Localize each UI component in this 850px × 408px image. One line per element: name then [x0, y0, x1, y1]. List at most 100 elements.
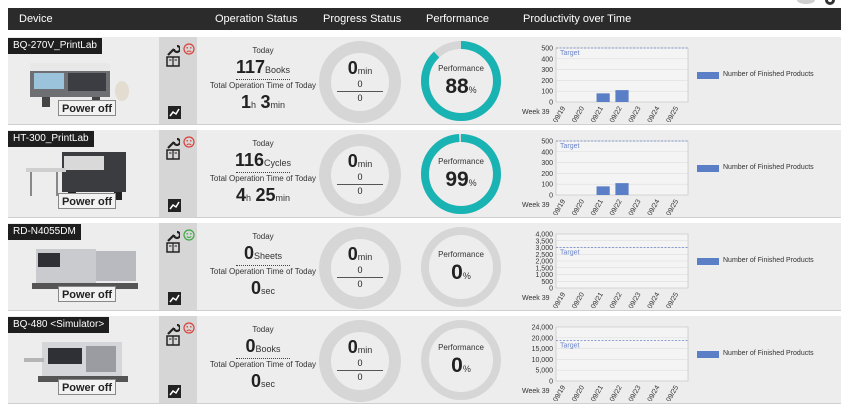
today-label: Today — [252, 46, 274, 55]
x-tick-label: 09/19 — [552, 105, 567, 122]
power-off-button[interactable]: Power off — [58, 379, 116, 395]
x-tick-label: 09/19 — [552, 291, 567, 308]
bar — [615, 183, 629, 195]
book-icon[interactable] — [166, 56, 180, 67]
x-tick-label: 09/21 — [590, 291, 605, 308]
x-tick-label: 09/25 — [665, 105, 680, 122]
total-operation-label: Total Operation Time of Today — [209, 81, 317, 90]
performance-unit: % — [462, 364, 471, 374]
performance-value: 99% — [416, 168, 506, 192]
trend-chart-icon[interactable] — [168, 385, 181, 398]
trend-chart-icon[interactable] — [168, 106, 181, 119]
x-tick-label: 09/25 — [665, 291, 680, 308]
y-tick-label: 5,000 — [535, 368, 553, 375]
total-operation-label: Total Operation Time of Today — [209, 360, 317, 369]
y-tick-label: 0 — [549, 379, 553, 386]
book-icon[interactable] — [166, 335, 180, 346]
performance-value: 88% — [416, 75, 506, 99]
progress-unit: min — [357, 159, 373, 169]
bar — [596, 186, 610, 195]
today-count: 116Cycles — [198, 150, 328, 171]
count-unit: Sheets — [253, 251, 283, 261]
happy-face-icon — [183, 229, 195, 241]
device-row: BQ-270V_PrintLab Power off Today 117Book… — [8, 37, 841, 125]
performance-value: 0% — [416, 354, 506, 378]
productivity-chart: 500 400 300 200 100 0 Target 09/19 09/20 09/21 09/… — [522, 46, 689, 122]
progress-value: 0min — [318, 244, 402, 265]
power-off-button[interactable]: Power off — [58, 100, 116, 116]
sad-face-icon — [183, 43, 195, 55]
x-tick-label: 09/24 — [647, 384, 662, 401]
wrench-icon[interactable] — [166, 43, 180, 57]
count-unit: Cycles — [264, 158, 292, 168]
device-name: RD-N4055DM — [8, 224, 81, 240]
target-label: Target — [560, 343, 580, 350]
performance-unit: % — [468, 85, 477, 95]
today-label: Today — [252, 139, 274, 148]
x-tick-label: 09/21 — [590, 198, 605, 215]
progress-unit: min — [357, 345, 373, 355]
legend-label: Number of Finished Products — [723, 164, 814, 171]
operation-time: 4h 25min — [198, 185, 328, 206]
header-progress-status: Progress Status — [323, 13, 402, 25]
productivity-chart: 24,000 20,000 15,000 10,000 5,000 0 Target 09/1… — [522, 325, 689, 401]
wrench-icon[interactable] — [166, 229, 180, 243]
progress-number: 0 — [347, 58, 358, 78]
target-label: Target — [560, 143, 580, 150]
y-tick-label: 2,000 — [535, 259, 553, 266]
performance-label: Performance — [438, 250, 484, 259]
x-tick-label: 09/24 — [647, 105, 662, 122]
wrench-icon[interactable] — [166, 136, 180, 150]
performance-ring — [421, 41, 501, 121]
y-tick-label: 300 — [541, 67, 553, 74]
y-tick-label: 3,500 — [535, 238, 553, 245]
today-count: 117Books — [198, 57, 328, 78]
count-value: 0 — [243, 243, 254, 263]
x-tick-label: 09/22 — [609, 291, 624, 308]
sad-face-icon — [183, 136, 195, 148]
legend-swatch — [697, 165, 719, 172]
y-tick-label: 0 — [549, 286, 553, 293]
plot-area — [555, 326, 689, 382]
progress-value: 0min — [318, 58, 402, 79]
trend-chart-icon[interactable] — [168, 199, 181, 212]
progress-num: 0 — [357, 265, 363, 275]
time-b-unit: min — [275, 193, 291, 203]
x-tick-label: 09/20 — [571, 105, 586, 122]
week-label: Week 39 — [522, 109, 550, 116]
x-tick-label: 09/25 — [665, 198, 680, 215]
status-icon-column — [159, 316, 197, 403]
user-icon[interactable] — [796, 0, 816, 5]
x-tick-label: 09/23 — [628, 291, 643, 308]
today-count: 0Sheets — [198, 243, 328, 264]
power-off-button[interactable]: Power off — [58, 286, 116, 302]
progress-value: 0min — [318, 151, 402, 172]
x-tick-label: 09/25 — [665, 384, 680, 401]
y-tick-label: 0 — [549, 100, 553, 107]
y-tick-label: 3,000 — [535, 245, 553, 252]
trend-chart-icon[interactable] — [168, 292, 181, 305]
progress-num: 0 — [357, 358, 363, 368]
x-tick-label: 09/22 — [609, 105, 624, 122]
power-off-button[interactable]: Power off — [58, 193, 116, 209]
progress-num: 0 — [357, 172, 363, 182]
book-icon[interactable] — [166, 149, 180, 160]
wrench-icon[interactable] — [166, 322, 180, 336]
y-tick-label: 500 — [541, 139, 553, 146]
progress-number: 0 — [347, 151, 358, 171]
header-productivity: Productivity over Time — [523, 13, 632, 25]
y-tick-label: 500 — [541, 279, 553, 286]
legend-label: Number of Finished Products — [723, 350, 814, 357]
week-label: Week 39 — [522, 295, 550, 302]
y-tick-label: 300 — [541, 160, 553, 167]
status-icon-column — [159, 223, 197, 310]
y-tick-label: 20,000 — [532, 335, 554, 342]
y-tick-label: 2,500 — [535, 252, 553, 259]
book-icon[interactable] — [166, 242, 180, 253]
x-tick-label: 09/22 — [609, 198, 624, 215]
productivity-chart: 500 400 300 200 100 0 Target 09/19 09/20 09/21 09/… — [522, 139, 689, 215]
gear-icon[interactable] — [823, 0, 837, 6]
machine-image — [26, 152, 126, 200]
sad-face-icon — [183, 322, 195, 334]
